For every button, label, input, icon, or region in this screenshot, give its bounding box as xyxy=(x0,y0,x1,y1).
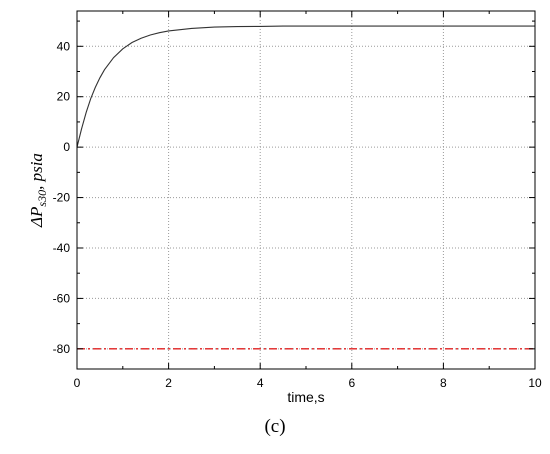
y-tick-label: 0 xyxy=(63,140,70,154)
x-tick-label: 4 xyxy=(257,376,264,390)
y-axis-title-prefix: ΔP xyxy=(27,207,46,228)
y-tick-labels: -80 -60 -40 -20 0 20 40 xyxy=(53,39,71,356)
y-tick-label: -60 xyxy=(53,291,71,305)
series-layer xyxy=(76,25,535,350)
series-line-1 xyxy=(76,25,535,148)
y-axis-title-subscript: s30 xyxy=(35,190,49,207)
x-tick-label: 6 xyxy=(348,376,355,390)
ticks-layer xyxy=(76,11,536,369)
y-tick-label: -40 xyxy=(53,241,71,255)
y-tick-label: 40 xyxy=(57,39,71,53)
x-tick-label: 10 xyxy=(528,376,542,390)
y-axis-title: ΔPs30, psia xyxy=(27,153,49,228)
y-axis-title-suffix: , psia xyxy=(27,153,46,190)
x-tick-label: 0 xyxy=(74,376,81,390)
x-tick-label: 2 xyxy=(165,376,172,390)
plot-area xyxy=(77,11,535,369)
x-tick-labels: 0 2 4 6 8 10 xyxy=(74,376,542,390)
y-tick-label: -20 xyxy=(53,191,71,205)
grid xyxy=(77,11,535,369)
x-axis-title: time,s xyxy=(287,389,324,405)
y-tick-label: 20 xyxy=(57,90,71,104)
x-tick-label: 8 xyxy=(440,376,447,390)
y-tick-label: -80 xyxy=(53,342,71,356)
figure-caption: (c) xyxy=(264,416,286,437)
